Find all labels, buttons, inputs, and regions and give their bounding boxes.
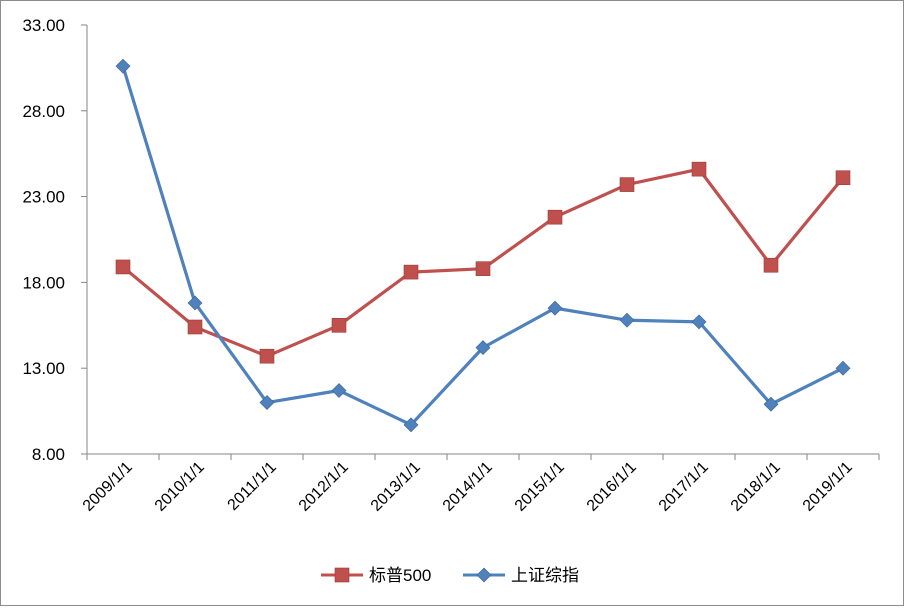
data-point [547,209,563,225]
legend-label: 标普500 [369,566,431,585]
x-tick-label: 2014/1/1 [440,459,496,515]
x-tick-label: 2015/1/1 [512,459,568,515]
data-point [619,177,635,192]
data-point [187,295,203,311]
x-tick-label: 2013/1/1 [368,459,424,515]
data-point [403,264,419,280]
data-point [835,170,851,186]
data-point [691,314,707,330]
data-point [259,395,275,410]
data-point [331,317,347,333]
data-point [259,348,275,364]
data-point [475,261,491,276]
data-point [115,58,131,74]
axes [86,25,879,455]
y-tick-label: 28.00 [22,102,65,121]
y-tick-label: 23.00 [22,188,65,207]
x-tick-label: 2011/1/1 [225,459,280,514]
x-tick-label: 2010/1/1 [152,459,208,515]
x-tick-label: 2019/1/1 [800,459,856,515]
legend-swatch-marker [334,567,350,583]
data-point [619,312,635,328]
x-tick-label: 2009/1/1 [80,459,136,515]
data-point [475,340,491,356]
data-point [403,417,419,433]
series-line [121,65,844,427]
x-tick-label: 2016/1/1 [584,459,640,515]
legend-item: 上证综指 [463,566,579,585]
data-point [331,383,347,398]
series-sp500 [115,161,851,364]
y-tick-label: 33.00 [22,16,65,35]
data-point [691,161,707,177]
x-tick-label: 2017/1/1 [656,459,712,515]
data-point [835,360,851,376]
data-point [115,259,131,275]
data-point [547,300,563,316]
series-shanghai-composite [115,58,851,433]
legend-label: 上证综指 [511,566,579,585]
y-tick-label: 8.00 [32,445,65,464]
x-tick-label: 2018/1/1 [728,459,784,515]
legend-swatch-marker [476,567,492,583]
legend: 标普500 上证综指 [321,566,579,585]
x-tick-label: 2012/1/1 [296,459,352,515]
series-layer [115,58,851,433]
data-point [187,319,203,335]
y-tick-label: 13.00 [22,359,65,378]
data-point [763,396,779,412]
x-axis-ticks: 2009/1/1 2010/1/1 2011/1/1 2012/1/1 2013/1/1… [80,454,880,515]
data-point [763,257,779,273]
legend-item: 标普500 [321,566,431,585]
y-axis-ticks: 8.00 13.00 18.00 23.00 28.00 33.00 [22,16,87,464]
y-tick-label: 18.00 [22,273,65,292]
